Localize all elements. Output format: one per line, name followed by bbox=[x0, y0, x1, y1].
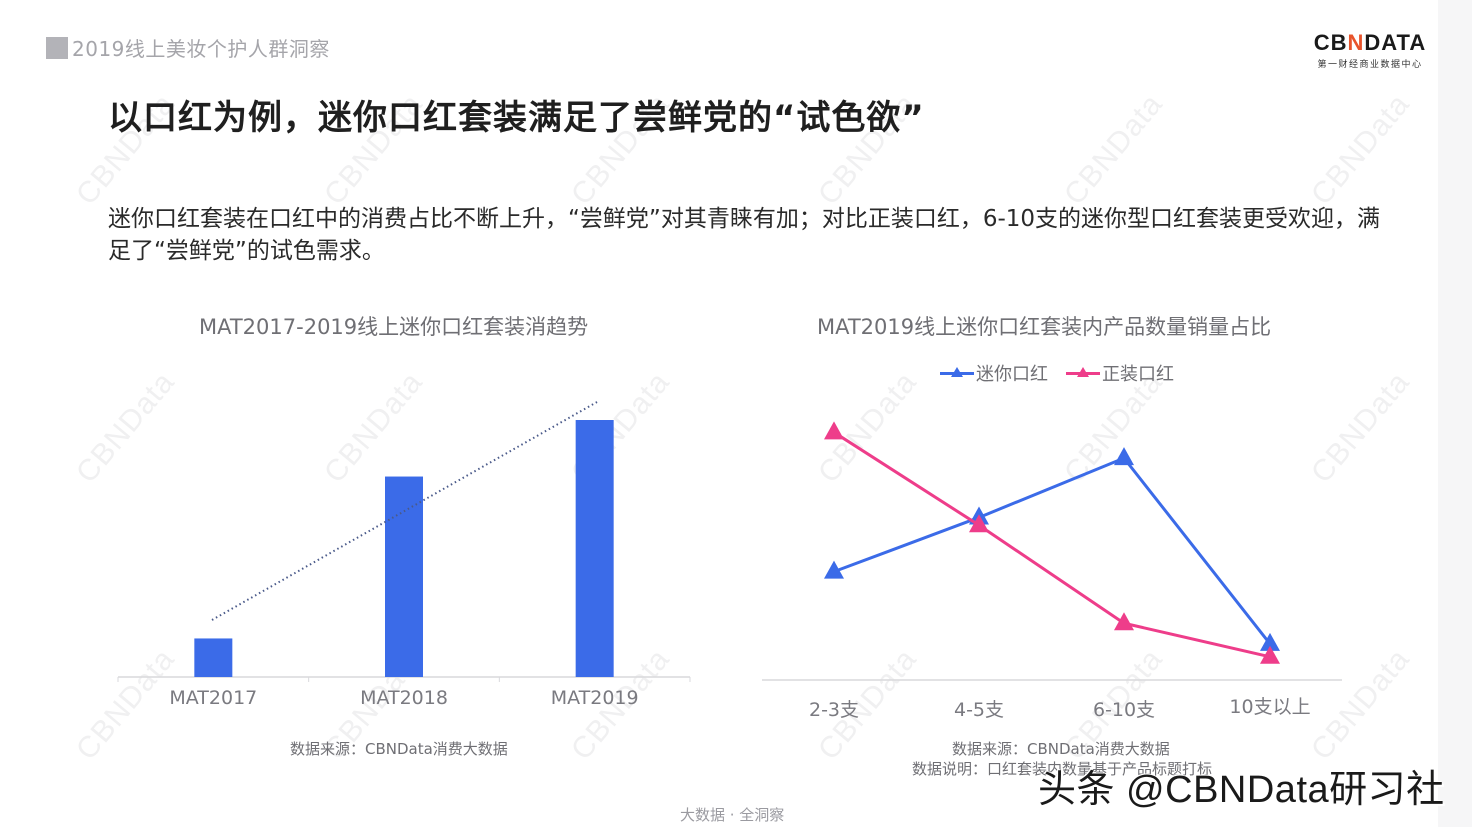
legend-triangle-icon bbox=[940, 366, 974, 380]
triangle-marker-icon bbox=[1114, 612, 1134, 631]
side-strip bbox=[1438, 0, 1472, 827]
logo-subtitle: 第一财经商业数据中心 bbox=[1317, 60, 1423, 70]
line-chart bbox=[762, 421, 1342, 681]
logo-brand-accent: N bbox=[1347, 30, 1365, 55]
right-chart-note: 数据说明：口红套装内数量基于产品标题打标 bbox=[912, 760, 1213, 778]
x-axis-label: MAT2017 bbox=[169, 687, 258, 709]
bar-chart bbox=[117, 401, 691, 682]
triangle-marker-icon bbox=[824, 560, 844, 579]
logo-brand-left: CB bbox=[1313, 30, 1348, 55]
footer-tagline: 大数据 · 全洞察 bbox=[680, 806, 785, 824]
triangle-marker-icon bbox=[1260, 632, 1280, 651]
page-description: 迷你口红套装在口红中的消费占比不断上升，“尝鲜党”对其青睐有加；对比正装口红，6… bbox=[108, 206, 1381, 264]
section-tag: 2019线上美妆个护人群洞察 bbox=[46, 33, 330, 62]
bar bbox=[194, 638, 233, 677]
section-tag-label: 2019线上美妆个护人群洞察 bbox=[72, 37, 330, 61]
line-chart-legend: 迷你口红 正装口红 bbox=[940, 360, 1192, 386]
overlay-watermark: 头条 @CBNData研习社 bbox=[1038, 769, 1445, 811]
triangle-marker-icon bbox=[1260, 645, 1280, 664]
logo-brand-right: DATA bbox=[1364, 30, 1427, 55]
section-marker-icon bbox=[46, 36, 68, 59]
logo-brand: CBNDATA bbox=[1312, 31, 1428, 55]
x-axis-label: MAT2019 bbox=[550, 687, 639, 709]
page-title: 以口红为例，迷你口红套装满足了尝鲜党的“试色欲” bbox=[108, 98, 925, 138]
series-line bbox=[833, 456, 1272, 645]
triangle-marker-icon bbox=[1114, 447, 1134, 466]
x-axis-label: 10支以上 bbox=[1229, 696, 1311, 718]
left-chart-title: MAT2017-2019线上迷你口红套装消趋势 bbox=[199, 315, 589, 339]
legend-item-mini: 迷你口红 bbox=[940, 360, 1048, 386]
trendline bbox=[211, 401, 598, 621]
legend-item-full: 正装口红 bbox=[1066, 360, 1174, 386]
series-line bbox=[833, 431, 1271, 659]
legend-label-full: 正装口红 bbox=[1102, 364, 1174, 385]
x-axis-label: 2-3支 bbox=[808, 699, 860, 721]
x-axis-label: 4-5支 bbox=[953, 699, 1005, 721]
bar bbox=[575, 420, 614, 677]
bar bbox=[385, 476, 423, 677]
slide: CBNData CBNData CBNData CBNData CBNData CBNDa… bbox=[46, 30, 1428, 824]
legend-triangle-icon bbox=[1066, 366, 1100, 380]
triangle-marker-icon bbox=[824, 421, 844, 440]
x-axis-label: MAT2018 bbox=[360, 687, 448, 709]
x-axis-label: 6-10支 bbox=[1092, 699, 1156, 721]
right-chart-title: MAT2019线上迷你口红套装内产品数量销量占比 bbox=[817, 315, 1272, 339]
cbndata-logo: CBNDATA 第一财经商业数据中心 bbox=[1312, 31, 1428, 71]
left-chart-source: 数据来源：CBNData消费大数据 bbox=[290, 740, 508, 758]
right-chart-source: 数据来源：CBNData消费大数据 bbox=[952, 740, 1170, 758]
legend-label-mini: 迷你口红 bbox=[976, 364, 1048, 385]
triangle-marker-icon bbox=[969, 514, 989, 533]
